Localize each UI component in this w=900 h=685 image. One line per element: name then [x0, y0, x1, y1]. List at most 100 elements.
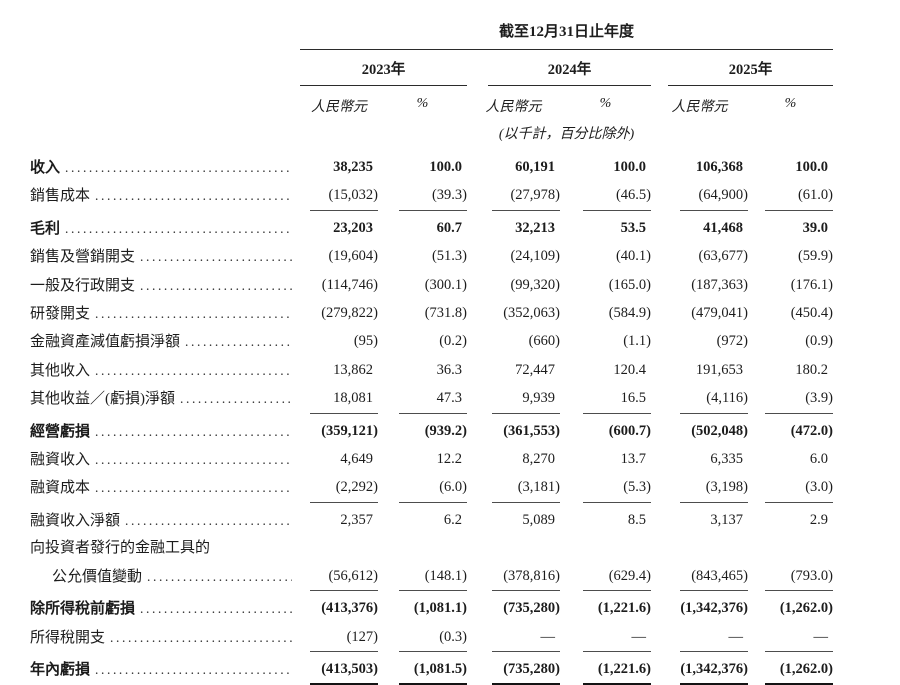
cell-2024-pct: (5.3): [560, 474, 651, 503]
value-2025-rmb: 41,468: [703, 219, 743, 236]
value-2025-pct: (61.0): [765, 182, 833, 211]
cell-2024-pct: (1,221.6): [560, 656, 651, 685]
income-statement-table: 截至12月31日止年度 2023年 2024年 2025年 人民幣元 % 人民幣…: [30, 20, 833, 685]
cell-2025-rmb: 106,368: [651, 154, 748, 182]
cell-2025-pct: 6.0: [748, 446, 833, 474]
row-label: 年內虧損: [30, 661, 91, 678]
cell-2024-pct: (1,221.6): [560, 595, 651, 623]
cell-2023-rmb: (56,612): [300, 563, 378, 592]
row-label-cell: 金融資產減值虧損淨額: [30, 328, 300, 356]
cell-2025-pct: (0.9): [748, 328, 833, 356]
cell-2023-rmb: (413,376): [300, 595, 378, 623]
value-2024-rmb: (735,280): [492, 656, 560, 685]
value-2024-pct: —: [583, 624, 651, 652]
value-2025-pct: (1,262.0): [765, 656, 833, 685]
row-label: 其他收入: [30, 362, 91, 379]
cell-2023-rmb: (19,604): [300, 243, 378, 271]
value-2023-pct: (1,081.1): [413, 600, 467, 617]
cell-2023-rmb: (127): [300, 624, 378, 652]
cell-2023-rmb: (359,121): [300, 418, 378, 446]
row-label: 一般及行政開支: [30, 277, 136, 294]
row-label-cell: 銷售成本: [30, 182, 300, 210]
value-2023-pct: (1,081.5): [399, 656, 467, 685]
table-row: 年內虧損 (413,503) (1,081.5) (735,280) (1,22…: [30, 656, 833, 685]
value-2023-rmb: (19,604): [328, 248, 378, 265]
value-2024-pct: (1,221.6): [597, 600, 651, 617]
value-2023-rmb: (413,376): [321, 600, 378, 617]
value-2023-pct: (51.3): [431, 248, 467, 265]
cell-2025-rmb: (3,198): [651, 474, 748, 503]
cell-2024-rmb: (735,280): [467, 656, 560, 685]
cell-2024-pct: 53.5: [560, 215, 651, 243]
cell-2024-pct: (40.1): [560, 243, 651, 271]
row-label: 融資成本: [30, 480, 91, 497]
value-2024-pct: 13.7: [620, 451, 646, 468]
cell-2024-pct: —: [560, 624, 651, 652]
cell-2024-rmb: 60,191: [467, 154, 560, 182]
cell-2025-pct: 180.2: [748, 357, 833, 385]
value-2024-rmb: 5,089: [522, 511, 555, 528]
cell-2024-rmb: (361,553): [467, 418, 560, 446]
cell-2025-pct: (3.9): [748, 385, 833, 414]
row-label: 公允價值變動: [52, 568, 143, 585]
value-2024-rmb: 8,270: [522, 451, 555, 468]
cell-2024-pct: (600.7): [560, 418, 651, 446]
unit-note-row: (以千計，百分比除外): [30, 123, 833, 143]
table-row: 融資收入 4,649 12.2 8,270 13.7 6,335 6.0: [30, 446, 833, 474]
row-label-cell: 融資收入淨額: [30, 507, 300, 535]
row-label: 融資收入: [30, 452, 91, 469]
cell-2023-pct: 6.2: [378, 507, 467, 535]
cell-2024-rmb: (24,109): [467, 243, 560, 271]
value-2025-rmb: (1,342,376): [680, 656, 748, 685]
row-label-cell: 一般及行政開支: [30, 272, 300, 300]
dot-leader: [180, 385, 292, 412]
value-2024-pct: (1.1): [623, 333, 651, 350]
cell-2023-rmb: (413,503): [300, 656, 378, 685]
percent-header-2025: %: [784, 96, 797, 111]
cell-2024-pct: (165.0): [560, 272, 651, 300]
value-2023-rmb: 23,203: [333, 219, 373, 236]
cell-2025-rmb: 41,468: [651, 215, 748, 243]
cell-2024-rmb: (3,181): [467, 474, 560, 503]
value-2025-pct: 100.0: [795, 159, 828, 175]
cell-2024-pct: 16.5: [560, 385, 651, 414]
cell-2025-rmb: (4,116): [651, 385, 748, 414]
table-row: 向投資者發行的金融工具的: [30, 535, 833, 562]
row-label: 經營虧損: [30, 423, 91, 440]
year-label-2024: 2024年: [488, 58, 651, 86]
value-2023-rmb: 18,081: [310, 385, 378, 414]
unit-note: (以千計，百分比除外): [498, 127, 635, 142]
value-2023-pct: 60.7: [436, 219, 462, 236]
value-2023-rmb: (95): [353, 333, 378, 350]
value-2025-rmb: (63,677): [698, 248, 748, 265]
year-label-2023: 2023年: [300, 58, 467, 86]
value-2025-rmb: 3,137: [710, 511, 743, 528]
cell-2023-pct: [378, 535, 467, 562]
cell-2025-pct: (61.0): [748, 182, 833, 211]
cell-2023-pct: (300.1): [378, 272, 467, 300]
value-2023-pct: (0.3): [399, 624, 467, 652]
row-label: 其他收益／(虧損)淨額: [30, 391, 175, 408]
row-label-cell: 融資成本: [30, 474, 300, 502]
value-2023-pct: (300.1): [424, 276, 467, 293]
table-row: 融資成本 (2,292) (6.0) (3,181) (5.3) (3,198)…: [30, 474, 833, 503]
cell-2025-pct: [748, 535, 833, 562]
value-2025-rmb: 191,653: [695, 361, 743, 378]
value-2024-pct: (600.7): [608, 422, 651, 439]
cell-2023-rmb: 38,235: [300, 154, 378, 182]
value-2024-rmb: (27,978): [492, 182, 560, 211]
cell-2024-rmb: [467, 535, 560, 562]
value-2024-rmb: 9,939: [492, 385, 560, 414]
value-2023-pct: (731.8): [424, 305, 467, 322]
percent-header-2023: %: [416, 96, 429, 111]
cell-2024-pct: [560, 535, 651, 562]
cell-2025-pct: (793.0): [748, 563, 833, 592]
cell-2025-pct: (1,262.0): [748, 595, 833, 623]
row-label: 向投資者發行的金融工具的: [30, 540, 211, 557]
value-2025-rmb: 106,368: [695, 159, 743, 175]
row-label: 所得稅開支: [30, 629, 106, 646]
cell-2023-pct: (0.2): [378, 328, 467, 356]
year-group-2023: 2023年: [300, 58, 467, 86]
year-group-2024: 2024年: [467, 58, 651, 86]
cell-2025-rmb: (972): [651, 328, 748, 356]
